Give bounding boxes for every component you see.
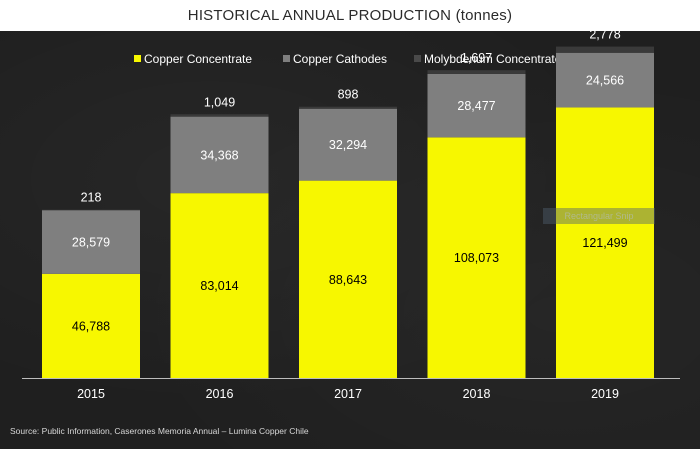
bar-2016-molybdenum-concentrate — [170, 114, 269, 117]
bar-2015-copper-cathodes — [42, 210, 140, 274]
bar-2018-molybdenum-concentrate — [427, 70, 526, 74]
x-tick-label-2016: 2016 — [206, 387, 234, 401]
bar-2017-copper-concentrate — [299, 180, 397, 378]
data-label-2015-molybdenum-concentrate: 218 — [81, 191, 102, 205]
legend-label-copper-concentrate: Copper Concentrate — [144, 52, 252, 66]
data-label-2018-molybdenum-concentrate: 1,697 — [461, 51, 492, 65]
chart-title: HISTORICAL ANNUAL PRODUCTION (tonnes) — [187, 7, 513, 24]
data-label-2016-molybdenum-concentrate: 1,049 — [204, 95, 235, 109]
x-tick-label-2017: 2017 — [334, 387, 362, 401]
x-tick-label-2015: 2015 — [77, 387, 105, 401]
data-label-2019-copper-concentrate: 121,499 — [582, 236, 627, 250]
data-label-2018-copper-concentrate: 108,073 — [454, 251, 499, 265]
bar-2015-copper-concentrate — [42, 273, 140, 378]
bar-2016-copper-concentrate — [170, 193, 269, 378]
bar-2019-copper-concentrate — [556, 107, 654, 379]
title-bar: HISTORICAL ANNUAL PRODUCTION (tonnes) — [0, 0, 700, 31]
bar-2017-molybdenum-concentrate — [299, 106, 397, 109]
data-label-2018-copper-cathodes: 28,477 — [457, 99, 495, 113]
data-label-2015-copper-cathodes: 28,579 — [72, 236, 110, 250]
legend: Copper Concentrate Copper Cathodes Molybde… — [134, 52, 562, 66]
data-label-2017-copper-cathodes: 32,294 — [329, 138, 367, 152]
legend-swatch-copper-cathodes — [283, 55, 290, 62]
snip-overlay-text: Rectangular Snip — [564, 211, 634, 221]
legend-label-copper-cathodes: Copper Cathodes — [293, 52, 387, 66]
bar-2018-copper-concentrate — [427, 137, 526, 378]
bar-2019-copper-cathodes — [556, 52, 654, 108]
data-label-2019-molybdenum-concentrate: 2,778 — [589, 28, 620, 42]
bar-2017-copper-cathodes — [299, 108, 397, 181]
legend-label-molybdenum-concentrate: Molybdenum Concentrate — [424, 52, 562, 66]
bar-2018-copper-cathodes — [427, 73, 526, 138]
x-tick-label-2018: 2018 — [463, 387, 491, 401]
data-label-2017-copper-concentrate: 88,643 — [329, 273, 367, 287]
data-label-2016-copper-concentrate: 83,014 — [200, 279, 238, 293]
bar-2016-copper-cathodes — [170, 116, 269, 194]
data-label-2017-molybdenum-concentrate: 898 — [338, 88, 359, 102]
legend-swatch-molybdenum-concentrate — [414, 55, 421, 62]
x-axis-ticks: 2015 2016 2017 2018 2019 — [77, 387, 619, 401]
data-label-2015-copper-concentrate: 46,788 — [72, 319, 110, 333]
data-label-2016-copper-cathodes: 34,368 — [200, 148, 238, 162]
x-tick-label-2019: 2019 — [591, 387, 619, 401]
source-note: Source: Public Information, Caserones Me… — [10, 426, 309, 436]
legend-swatch-copper-concentrate — [134, 55, 141, 62]
bars: 46,788 28,579 218 83,014 34,368 1,049 88,643 32… — [42, 28, 654, 379]
snip-overlay-label: Rectangular Snip — [543, 208, 655, 224]
bar-2019-molybdenum-concentrate — [556, 46, 654, 53]
data-label-2019-copper-cathodes: 24,566 — [586, 74, 624, 88]
